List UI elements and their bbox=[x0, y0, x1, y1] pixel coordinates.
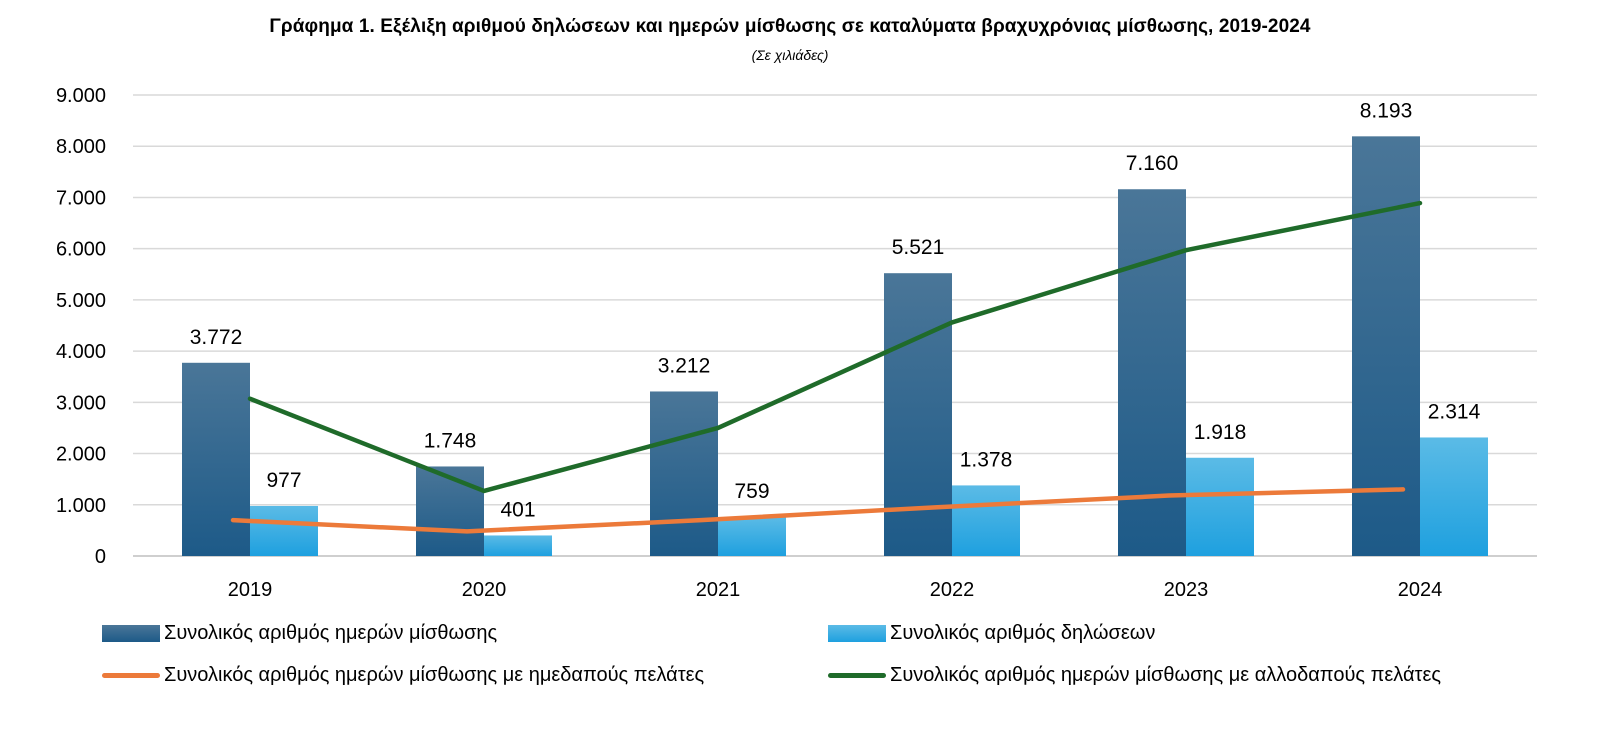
y-tick-label: 2.000 bbox=[56, 444, 106, 466]
y-tick-label: 1.000 bbox=[56, 495, 106, 517]
data-label-total-days: 3.212 bbox=[658, 354, 711, 377]
y-tick-label: 6.000 bbox=[56, 239, 106, 261]
bar-total-days bbox=[182, 362, 250, 556]
data-label-total-days: 3.772 bbox=[190, 326, 243, 349]
bar-total-days bbox=[1118, 189, 1186, 556]
y-tick-label: 0 bbox=[95, 546, 106, 568]
data-label-declarations: 977 bbox=[266, 469, 301, 492]
y-tick-label: 9.000 bbox=[56, 85, 106, 107]
x-tick-label: 2020 bbox=[462, 579, 507, 601]
x-tick-label: 2023 bbox=[1164, 579, 1209, 601]
bar-total-days bbox=[884, 273, 952, 556]
data-label-declarations: 759 bbox=[734, 480, 769, 503]
data-label-total-days: 5.521 bbox=[892, 236, 945, 259]
y-tick-label: 5.000 bbox=[56, 290, 106, 312]
data-label-declarations: 1.378 bbox=[960, 448, 1013, 471]
y-tick-label: 4.000 bbox=[56, 341, 106, 363]
line-domestic bbox=[230, 487, 1406, 534]
line-foreign bbox=[247, 200, 1423, 494]
data-label-declarations: 2.314 bbox=[1428, 400, 1481, 423]
chart-subtitle: (Σε χιλιάδες) bbox=[751, 47, 829, 63]
y-tick-label: 8.000 bbox=[56, 136, 106, 158]
data-label-total-days: 8.193 bbox=[1360, 99, 1413, 122]
bar-declarations bbox=[250, 505, 318, 556]
bar-declarations bbox=[1186, 457, 1254, 556]
x-tick-label: 2021 bbox=[696, 579, 741, 601]
data-label-declarations: 401 bbox=[500, 498, 535, 521]
x-tick-label: 2022 bbox=[930, 579, 975, 601]
y-tick-label: 3.000 bbox=[56, 392, 106, 414]
bar-declarations bbox=[718, 517, 786, 556]
bar-total-days bbox=[650, 391, 718, 556]
data-label-declarations: 1.918 bbox=[1194, 421, 1247, 444]
bar-total-days bbox=[416, 466, 484, 556]
data-label-total-days: 1.748 bbox=[424, 429, 477, 452]
bar-declarations bbox=[1420, 437, 1488, 556]
y-tick-label: 7.000 bbox=[56, 187, 106, 209]
bar-declarations bbox=[952, 485, 1020, 556]
x-tick-label: 2019 bbox=[228, 579, 273, 601]
data-label-total-days: 7.160 bbox=[1126, 152, 1179, 175]
bar-declarations bbox=[484, 535, 552, 556]
bar-total-days bbox=[1352, 136, 1420, 556]
x-tick-label: 2024 bbox=[1398, 579, 1443, 601]
chart-title: Γράφημα 1. Εξέλιξη αριθμού δηλώσεων και … bbox=[269, 16, 1311, 37]
